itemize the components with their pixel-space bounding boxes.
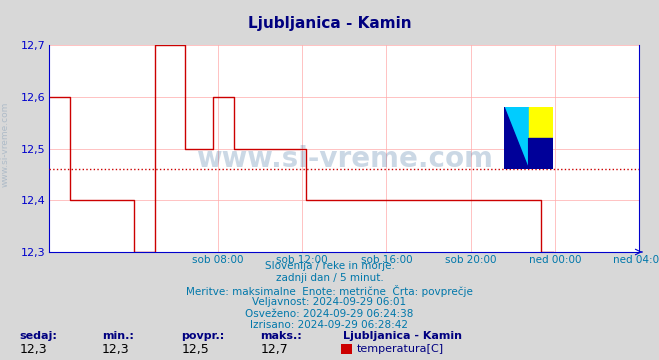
Text: 12,5: 12,5 (181, 343, 209, 356)
Text: 12,7: 12,7 (260, 343, 288, 356)
Polygon shape (529, 138, 553, 169)
Polygon shape (529, 107, 553, 138)
Text: Veljavnost: 2024-09-29 06:01: Veljavnost: 2024-09-29 06:01 (252, 297, 407, 307)
Text: Meritve: maksimalne  Enote: metrične  Črta: povprečje: Meritve: maksimalne Enote: metrične Črta… (186, 285, 473, 297)
Text: 12,3: 12,3 (20, 343, 47, 356)
Text: Ljubljanica - Kamin: Ljubljanica - Kamin (343, 330, 462, 341)
Polygon shape (529, 138, 553, 169)
Text: min.:: min.: (102, 330, 134, 341)
Text: Izrisano: 2024-09-29 06:28:42: Izrisano: 2024-09-29 06:28:42 (250, 320, 409, 330)
Text: 12,3: 12,3 (102, 343, 130, 356)
Text: povpr.:: povpr.: (181, 330, 225, 341)
Text: sedaj:: sedaj: (20, 330, 57, 341)
Text: Ljubljanica - Kamin: Ljubljanica - Kamin (248, 16, 411, 31)
Text: www.si-vreme.com: www.si-vreme.com (1, 101, 10, 187)
Text: maks.:: maks.: (260, 330, 302, 341)
Polygon shape (504, 107, 529, 169)
Text: temperatura[C]: temperatura[C] (357, 344, 444, 354)
Text: www.si-vreme.com: www.si-vreme.com (196, 145, 493, 173)
Text: zadnji dan / 5 minut.: zadnji dan / 5 minut. (275, 273, 384, 283)
Text: Osveženo: 2024-09-29 06:24:38: Osveženo: 2024-09-29 06:24:38 (245, 309, 414, 319)
Polygon shape (504, 107, 529, 169)
Text: Slovenija / reke in morje.: Slovenija / reke in morje. (264, 261, 395, 271)
